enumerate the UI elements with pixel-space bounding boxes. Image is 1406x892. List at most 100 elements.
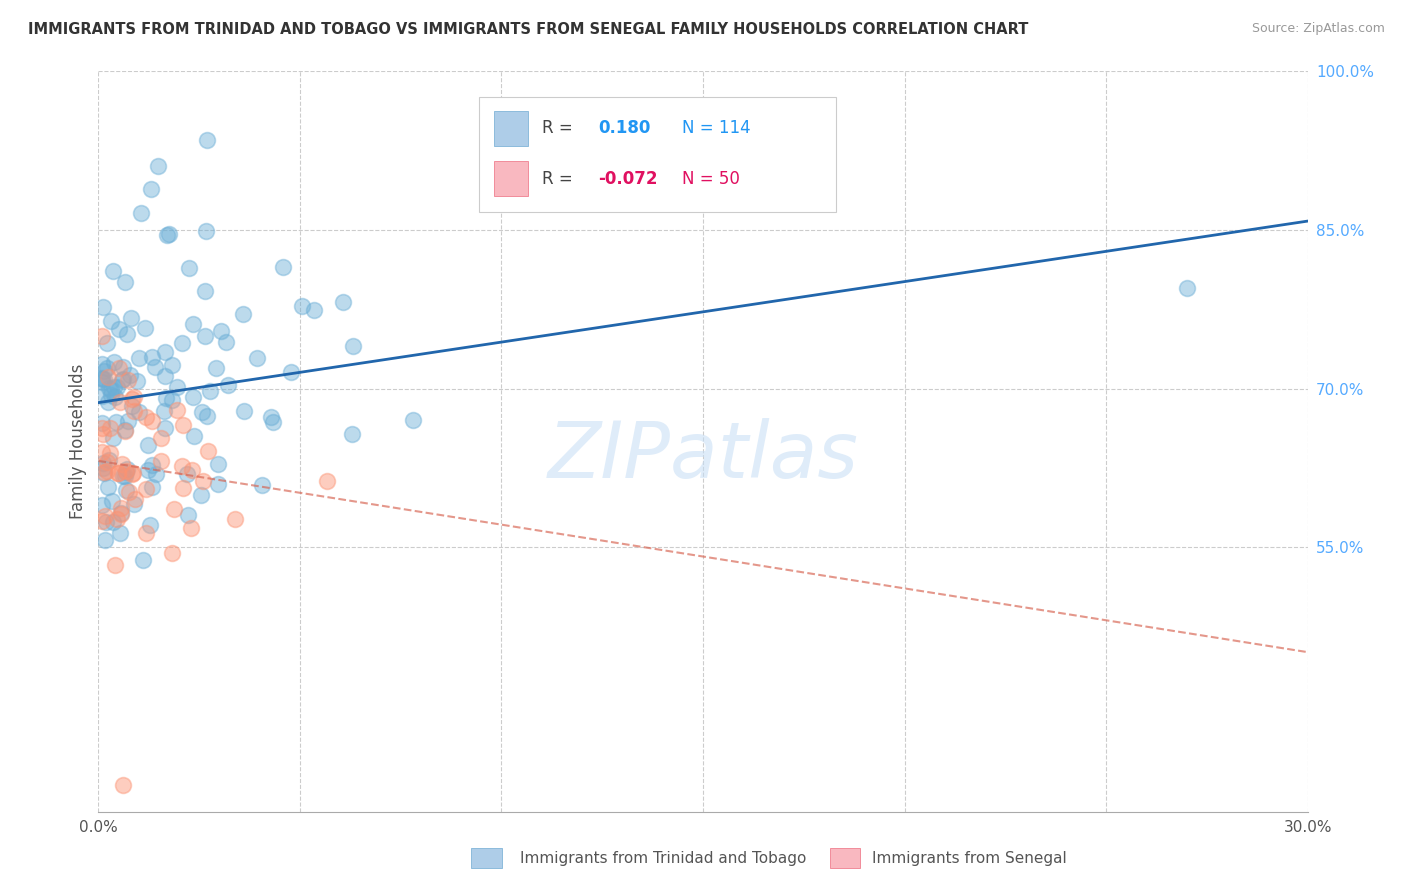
Point	[108, 525, 131, 540]
Point	[114, 424, 136, 438]
Point	[135, 482, 157, 496]
Text: R =: R =	[543, 120, 578, 137]
Point	[207, 477, 229, 491]
Point	[121, 466, 143, 480]
Bar	[471, 848, 502, 868]
Point	[117, 414, 139, 428]
Point	[110, 506, 132, 520]
Point	[108, 322, 131, 336]
Point	[91, 427, 114, 442]
Point	[215, 334, 238, 349]
Point	[107, 466, 129, 480]
Point	[91, 357, 114, 371]
Point	[153, 344, 176, 359]
Point	[96, 335, 118, 350]
Point	[302, 302, 325, 317]
Point	[1175, 281, 1198, 295]
Text: -0.072: -0.072	[598, 169, 657, 187]
Point	[114, 275, 136, 289]
Point	[103, 264, 125, 278]
Point	[91, 328, 114, 343]
Point	[217, 378, 239, 392]
Point	[280, 365, 302, 379]
Point	[120, 311, 142, 326]
Point	[177, 508, 200, 523]
Point	[224, 512, 246, 526]
Point	[103, 355, 125, 369]
Point	[124, 491, 146, 506]
Point	[103, 390, 125, 404]
Point	[135, 409, 157, 424]
Point	[181, 463, 204, 477]
Point	[111, 778, 134, 792]
Point	[232, 307, 254, 321]
Text: Immigrants from Trinidad and Tobago: Immigrants from Trinidad and Tobago	[520, 851, 807, 865]
Point	[98, 381, 121, 395]
Point	[91, 300, 114, 314]
Text: N = 114: N = 114	[682, 120, 751, 137]
Point	[194, 224, 217, 238]
Point	[136, 463, 159, 477]
Point	[402, 412, 425, 426]
Point	[128, 405, 150, 419]
Point	[120, 368, 142, 382]
Point	[129, 206, 152, 220]
Point	[94, 533, 117, 547]
Point	[191, 405, 214, 419]
Point	[181, 390, 204, 404]
Point	[262, 415, 284, 429]
Point	[125, 374, 148, 388]
Point	[177, 261, 200, 276]
Point	[96, 455, 118, 469]
Bar	[494, 161, 527, 196]
Point	[209, 324, 232, 338]
Point	[166, 380, 188, 394]
Point	[97, 480, 120, 494]
Point	[110, 507, 132, 521]
Point	[98, 421, 121, 435]
Point	[91, 460, 114, 475]
Text: Immigrants from Senegal: Immigrants from Senegal	[872, 851, 1067, 865]
Point	[100, 383, 122, 397]
Point	[112, 468, 135, 483]
Point	[121, 399, 143, 413]
Text: 0.180: 0.180	[598, 120, 650, 137]
Point	[94, 515, 117, 529]
Point	[98, 446, 121, 460]
Point	[131, 553, 153, 567]
Point	[143, 359, 166, 374]
Point	[205, 360, 228, 375]
Point	[160, 393, 183, 408]
Point	[91, 372, 114, 386]
Point	[104, 415, 127, 429]
Point	[100, 387, 122, 401]
Point	[91, 514, 114, 528]
Point	[91, 375, 114, 389]
Point	[260, 410, 283, 425]
Point	[108, 361, 131, 376]
Text: N = 50: N = 50	[682, 169, 741, 187]
Point	[191, 474, 214, 488]
Point	[114, 423, 136, 437]
Point	[93, 466, 115, 480]
Point	[157, 227, 180, 241]
Bar	[830, 848, 860, 868]
Point	[91, 456, 114, 470]
Point	[97, 370, 120, 384]
Point	[134, 321, 156, 335]
Point	[107, 466, 129, 480]
Point	[194, 329, 217, 343]
Text: IMMIGRANTS FROM TRINIDAD AND TOBAGO VS IMMIGRANTS FROM SENEGAL FAMILY HOUSEHOLDS: IMMIGRANTS FROM TRINIDAD AND TOBAGO VS I…	[28, 22, 1029, 37]
Point	[170, 335, 193, 350]
Point	[114, 483, 136, 498]
Bar	[494, 111, 527, 146]
Point	[141, 480, 163, 494]
Point	[340, 427, 363, 442]
Point	[101, 515, 124, 529]
Point	[121, 467, 143, 482]
Point	[122, 404, 145, 418]
Point	[122, 390, 145, 404]
Point	[181, 318, 204, 332]
Point	[93, 465, 115, 479]
Point	[121, 392, 143, 407]
